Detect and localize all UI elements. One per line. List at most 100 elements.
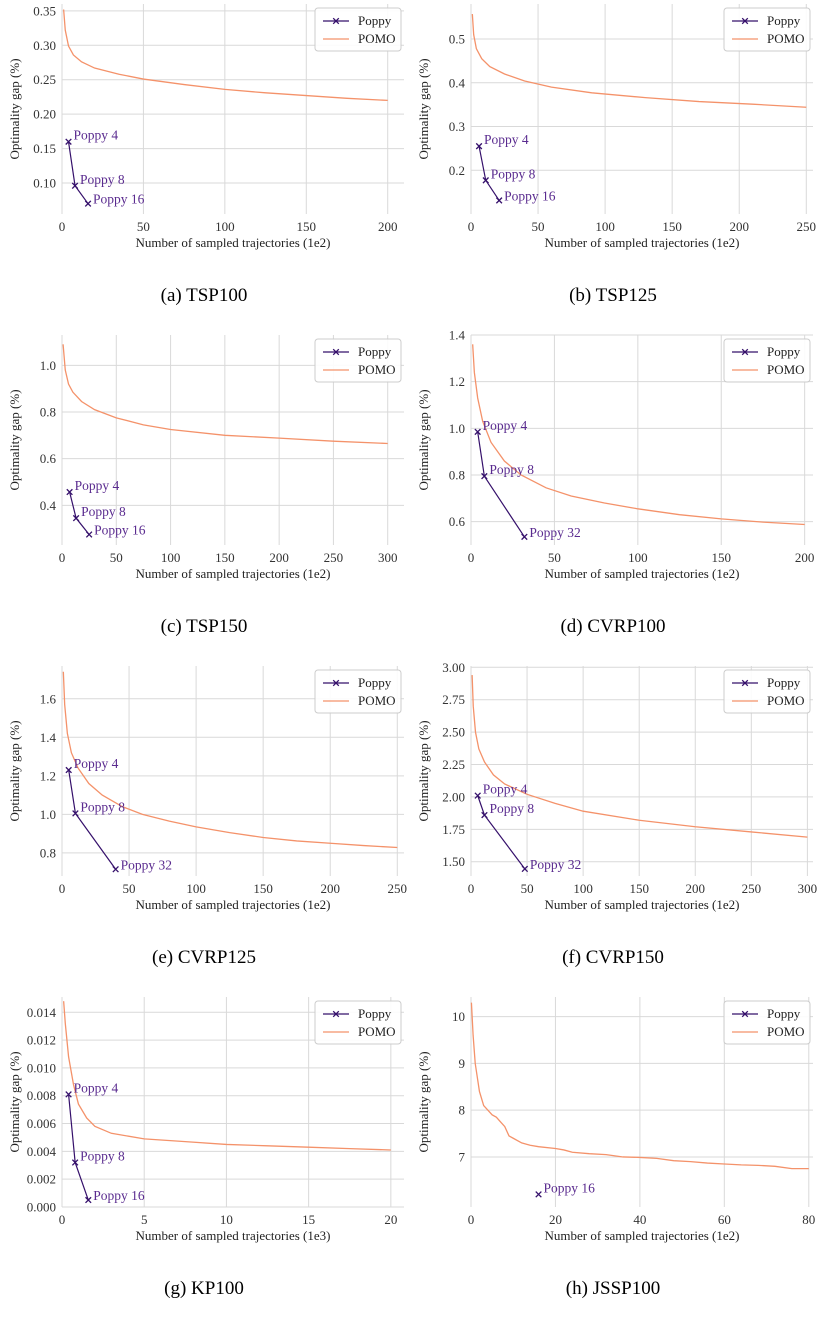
x-tick-label: 20 — [384, 1212, 397, 1227]
y-tick-label: 1.75 — [442, 822, 465, 837]
pomo-series-line — [470, 1002, 809, 1170]
pomo-series-line — [62, 344, 388, 445]
legend-poppy-label: Poppy — [767, 344, 801, 359]
y-tick-label: 0.15 — [33, 141, 56, 156]
y-tick-label: 0.30 — [33, 38, 56, 53]
pomo-series-line — [62, 1001, 391, 1151]
chart-panel: 0 50 100 150 200 250 300 1.50 1.75 2.00 2.25 2.50 2.… — [409, 662, 817, 993]
y-tick-label: 2.50 — [442, 725, 465, 740]
poppy-point-marker — [521, 533, 528, 541]
legend-pomo-label: POMO — [767, 362, 805, 377]
legend-poppy-label: Poppy — [358, 13, 392, 28]
x-tick-label: 0 — [59, 881, 66, 896]
y-tick-label: 3.00 — [442, 662, 465, 675]
x-tick-label: 50 — [123, 881, 136, 896]
y-tick-label: 0.5 — [449, 32, 465, 47]
legend-poppy-label: Poppy — [767, 1006, 801, 1021]
y-tick-label: 1.4 — [449, 331, 466, 343]
x-axis-label: Number of sampled trajectories (1e2) — [545, 566, 740, 581]
x-tick-label: 100 — [573, 881, 593, 896]
chart-panel: 0 50 100 150 200 250 300 0.4 0.6 0.8 1.0 Number of … — [0, 331, 408, 662]
poppy-point-marker — [474, 792, 481, 799]
x-tick-label: 150 — [662, 219, 682, 234]
y-axis-label: Optimality gap (%) — [7, 58, 22, 159]
legend-poppy-marker — [332, 679, 340, 687]
poppy-point-marker — [474, 428, 481, 436]
x-tick-label: 250 — [388, 881, 408, 896]
y-tick-label: 2.75 — [442, 692, 465, 707]
x-axis-label: Number of sampled trajectories (1e2) — [545, 1228, 740, 1243]
chart-caption: (c) TSP150 — [160, 616, 248, 637]
pomo-series-line — [471, 675, 808, 838]
poppy-point-annotation: Poppy 4 — [74, 756, 119, 771]
line-chart: 0 20 40 60 80 7 8 9 10 Number of sampled trajecto… — [416, 997, 815, 1243]
x-tick-label: 50 — [548, 550, 561, 565]
y-tick-label: 1.2 — [40, 768, 56, 783]
x-tick-label: 300 — [378, 550, 398, 565]
chart-panel: 0 20 40 60 80 7 8 9 10 Number of sampled trajecto… — [409, 993, 817, 1324]
y-axis-label: Optimality gap (%) — [416, 58, 431, 159]
legend-box — [314, 338, 402, 383]
poppy-point-marker — [475, 142, 483, 150]
chart-panel: 0 50 100 150 200 0.6 0.8 1.0 1.2 1.4 Number of sam… — [409, 331, 817, 662]
x-tick-label: 100 — [595, 219, 615, 234]
pomo-series-line — [62, 671, 398, 849]
x-tick-label: 250 — [324, 550, 344, 565]
poppy-point-marker — [535, 1191, 542, 1198]
poppy-point-marker — [71, 1159, 79, 1166]
x-tick-label: 0 — [468, 550, 475, 565]
poppy-point-annotation: Poppy 32 — [529, 525, 580, 540]
poppy-point-marker — [85, 531, 93, 538]
x-tick-label: 300 — [798, 881, 817, 896]
x-tick-label: 80 — [802, 1212, 815, 1227]
legend-box — [723, 669, 811, 714]
y-axis-label: Optimality gap (%) — [416, 389, 431, 490]
x-tick-label: 100 — [186, 881, 206, 896]
y-axis-label: Optimality gap (%) — [7, 389, 22, 490]
x-tick-label: 150 — [215, 550, 235, 565]
x-tick-label: 250 — [797, 219, 817, 234]
chart-panel: 0 50 100 150 200 250 0.8 1.0 1.2 1.4 1.6 Number of … — [0, 662, 408, 993]
legend-poppy-label: Poppy — [767, 675, 801, 690]
poppy-point-marker — [481, 472, 488, 480]
poppy-point-annotation: Poppy 16 — [94, 523, 146, 538]
y-tick-label: 0.6 — [449, 514, 466, 529]
poppy-point-annotation: Poppy 8 — [489, 462, 534, 477]
x-tick-label: 200 — [378, 219, 398, 234]
x-tick-label: 0 — [468, 881, 475, 896]
x-tick-label: 100 — [628, 550, 648, 565]
x-tick-label: 15 — [302, 1212, 315, 1227]
legend-box — [314, 7, 402, 52]
legend-pomo-label: POMO — [767, 1024, 805, 1039]
x-tick-label: 100 — [161, 550, 181, 565]
chart-panel: 0 5 10 15 20 0.000 0.002 0.004 0.006 0.008 0.010 0.… — [0, 993, 408, 1324]
y-tick-label: 0.004 — [27, 1144, 57, 1159]
poppy-point-annotation: Poppy 8 — [81, 504, 126, 519]
poppy-point-annotation: Poppy 16 — [93, 192, 145, 207]
poppy-point-annotation: Poppy 8 — [491, 166, 536, 181]
poppy-point-annotation: Poppy 4 — [74, 128, 119, 143]
y-tick-label: 2.00 — [442, 789, 465, 804]
poppy-point-annotation: Poppy 4 — [483, 418, 528, 433]
y-axis-label: Optimality gap (%) — [7, 1051, 22, 1152]
legend-poppy-marker — [332, 348, 340, 356]
legend-box — [314, 1000, 402, 1045]
line-chart: 0 5 10 15 20 0.000 0.002 0.004 0.006 0.008 0.010 0.… — [7, 997, 404, 1243]
poppy-point-marker — [481, 811, 488, 819]
legend-box — [723, 7, 811, 52]
y-tick-label: 0.014 — [27, 1005, 57, 1020]
poppy-point-annotation: Poppy 16 — [504, 188, 556, 203]
x-tick-label: 200 — [269, 550, 289, 565]
y-tick-label: 9 — [459, 1056, 466, 1071]
y-tick-label: 0.8 — [449, 468, 465, 483]
x-tick-label: 150 — [629, 881, 649, 896]
legend-poppy-marker — [332, 17, 340, 25]
y-tick-label: 0.8 — [40, 405, 56, 420]
pomo-series-line — [62, 9, 388, 102]
legend-poppy-label: Poppy — [358, 344, 392, 359]
poppy-point-marker — [482, 177, 490, 184]
y-tick-label: 7 — [459, 1149, 466, 1164]
x-tick-label: 0 — [59, 550, 66, 565]
y-tick-label: 0.35 — [33, 3, 56, 18]
